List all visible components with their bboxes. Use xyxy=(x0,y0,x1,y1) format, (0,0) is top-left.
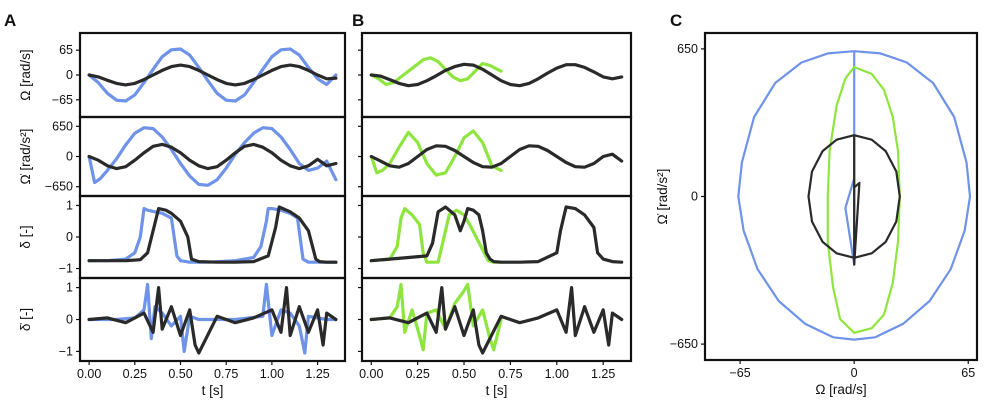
series-line-blue xyxy=(87,126,338,187)
axes-frame xyxy=(360,115,633,198)
y-tick-label: 0 xyxy=(66,230,73,244)
y-tick-label: 650 xyxy=(677,42,698,56)
series-line-green xyxy=(826,65,901,334)
y-tick-label: −650 xyxy=(45,180,73,194)
chart-a-deltadot: −1 0 1 0.00 0.25 0.50 0.75 1.00 1.25 δ̇ [-] t [s] xyxy=(18,276,347,398)
chart-a-omega: −65 0 65 Ω [rad/s] xyxy=(18,31,347,119)
y-tick-label: 650 xyxy=(52,119,73,133)
chart-a-delta: −1 0 1 δ [-] xyxy=(18,194,347,280)
x-tick-label: 0.00 xyxy=(77,367,101,381)
series-line-dark xyxy=(807,134,901,266)
series-line-blue xyxy=(737,50,972,341)
series-group xyxy=(369,282,624,355)
x-tick-label: 0.25 xyxy=(123,367,147,381)
chart-b-delta xyxy=(358,194,633,280)
x-tick-label: 0.25 xyxy=(405,367,429,381)
series-group xyxy=(369,129,624,177)
y-tick-label: −1 xyxy=(59,262,73,276)
chart-b-deltadot: 0.00 0.25 0.50 0.75 1.00 1.25 t [s] xyxy=(358,276,633,398)
x-tick-label: 1.25 xyxy=(305,367,329,381)
series-line-green xyxy=(369,207,503,264)
series-group xyxy=(737,50,972,341)
y-tick-label: 0 xyxy=(66,313,73,327)
x-tick-label: 1.00 xyxy=(260,367,284,381)
series-line-dark xyxy=(87,63,338,87)
x-tick-label: 0.00 xyxy=(359,367,383,381)
y-tick-label: 0 xyxy=(66,150,73,164)
series-line-dark xyxy=(87,205,338,264)
series-group xyxy=(369,56,624,88)
panel-letter-b: B xyxy=(352,11,364,30)
x-tick-label: −65 xyxy=(729,366,750,380)
series-line-dark xyxy=(369,205,624,264)
series-line-green xyxy=(369,129,503,177)
y-axis-label: δ̇ [-] xyxy=(18,308,33,331)
y-tick-label: −650 xyxy=(670,337,698,351)
axes-frame xyxy=(78,194,347,280)
panel-letter-a: A xyxy=(4,11,16,30)
chart-b-omega xyxy=(358,31,633,119)
axes-frame xyxy=(78,31,347,119)
series-line-green xyxy=(369,282,503,352)
series-group xyxy=(87,205,338,264)
y-tick-label: −65 xyxy=(52,93,73,107)
y-axis-label: δ [-] xyxy=(18,225,33,248)
chart-b-omegadot xyxy=(358,115,633,198)
x-tick-label: 65 xyxy=(961,366,975,380)
series-group xyxy=(87,282,338,355)
y-tick-label: 1 xyxy=(66,198,73,212)
series-group xyxy=(87,47,338,103)
x-axis-label: Ω [rad/s] xyxy=(815,382,866,397)
x-axis-label: t [s] xyxy=(202,383,224,398)
y-axis-label: Ω [rad/s] xyxy=(18,49,33,100)
x-tick-label: 0.75 xyxy=(214,367,238,381)
y-tick-label: −1 xyxy=(59,344,73,358)
y-tick-label: 65 xyxy=(59,43,73,57)
series-group xyxy=(369,205,624,264)
x-tick-label: 1.00 xyxy=(545,367,569,381)
chart-a-omegadot: −650 0 650 Ω̇ [rad/s²] xyxy=(18,115,347,198)
series-line-dark xyxy=(369,286,624,355)
series-line-dark xyxy=(369,144,624,169)
series-line-dark xyxy=(87,286,338,355)
y-tick-label: 1 xyxy=(66,281,73,295)
axes-frame xyxy=(360,194,633,280)
x-tick-label: 0 xyxy=(851,366,858,380)
panel-letter-c: C xyxy=(670,11,682,30)
y-tick-label: 0 xyxy=(66,68,73,82)
series-line-blue xyxy=(87,282,338,355)
series-line-dark xyxy=(369,62,624,88)
y-tick-label: 0 xyxy=(691,190,698,204)
x-tick-label: 0.75 xyxy=(498,367,522,381)
x-tick-label: 0.50 xyxy=(452,367,476,381)
x-tick-label: 1.25 xyxy=(591,367,615,381)
y-axis-label: Ω̇ [rad/s²] xyxy=(655,169,670,225)
x-axis-label: t [s] xyxy=(486,383,508,398)
series-group xyxy=(87,126,338,187)
axes-frame xyxy=(703,31,979,362)
series-line-blue xyxy=(87,47,338,103)
series-line-dark xyxy=(87,142,338,171)
y-axis-label: Ω̇ [rad/s²] xyxy=(18,129,33,185)
x-tick-label: 0.50 xyxy=(168,367,192,381)
